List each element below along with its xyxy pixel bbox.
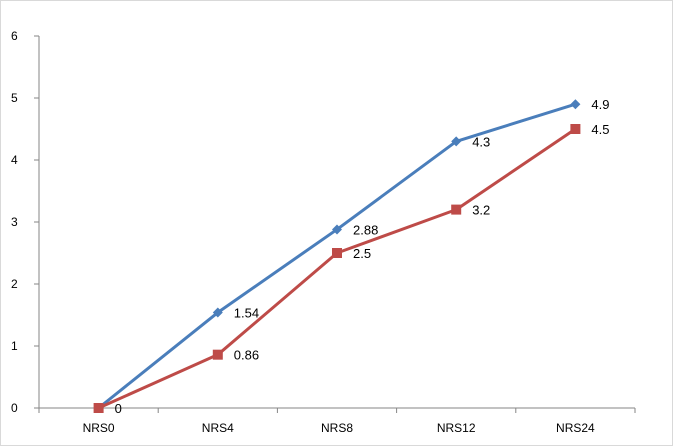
- series-1-data-label: 1.54: [234, 306, 259, 321]
- y-tick-label: 4: [11, 153, 18, 167]
- x-tick-label: NRS4: [202, 421, 234, 435]
- y-tick-label: 6: [11, 29, 18, 43]
- x-tick-label: NRS12: [437, 421, 476, 435]
- series-2-point: [93, 403, 104, 413]
- series-1-data-label: 4.9: [591, 97, 609, 112]
- series-1-point: [212, 307, 223, 318]
- series-2-point: [212, 349, 223, 360]
- x-tick-label: NRS8: [321, 421, 353, 435]
- series-2-data-label: 3.2: [472, 203, 490, 218]
- x-tick-label: NRS0: [83, 421, 115, 435]
- y-tick-label: 5: [11, 91, 18, 105]
- y-tick-label: 1: [11, 339, 18, 353]
- x-tick-label: NRS24: [556, 421, 595, 435]
- series-1-data-label: 4.3: [472, 134, 490, 149]
- series-2-point: [451, 204, 462, 215]
- y-tick-label: 0: [11, 401, 18, 415]
- y-tick-label: 3: [11, 215, 18, 229]
- series-1-point: [451, 136, 462, 147]
- series-2-data-label: 4.5: [591, 122, 609, 137]
- y-tick-label: 2: [11, 277, 18, 291]
- series-2-data-label: 2.5: [353, 246, 371, 261]
- series-2-point: [570, 124, 581, 134]
- series-1-point: [570, 99, 581, 110]
- series-2-point: [332, 248, 342, 258]
- series-2-line: [97, 127, 577, 410]
- series-1-point: [332, 224, 342, 235]
- series-2-data-label: 0.86: [234, 348, 259, 363]
- series-2-data-label: 0: [115, 401, 122, 416]
- series-1-data-label: 2.88: [353, 222, 378, 237]
